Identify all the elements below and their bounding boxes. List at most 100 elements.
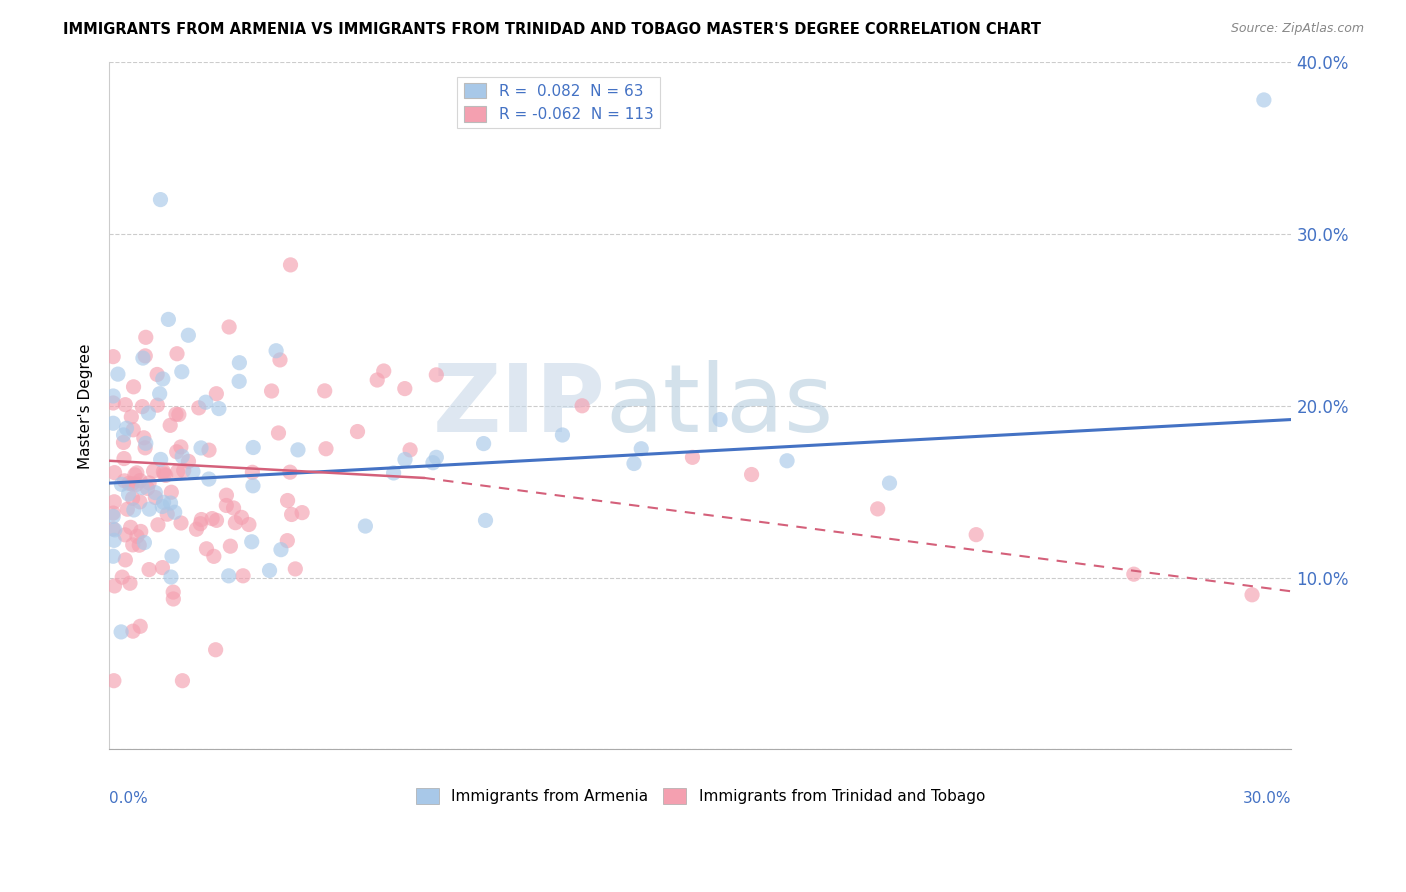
Point [399, 442, 422, 457]
Point [172, 450, 194, 464]
Point [134, 349, 156, 363]
Point [205, 513, 228, 527]
Point [143, 485, 166, 500]
Point [202, 549, 225, 564]
Point [114, 398, 136, 412]
Point [155, 468, 177, 483]
Point [776, 454, 799, 468]
Point [160, 570, 183, 584]
Point [101, 506, 124, 520]
Point [259, 564, 281, 578]
Point [114, 474, 136, 488]
Point [170, 365, 193, 379]
Point [682, 450, 704, 465]
Point [242, 441, 264, 455]
Point [879, 476, 901, 491]
Point [190, 516, 212, 531]
Point [101, 416, 124, 430]
Point [280, 508, 302, 522]
Point [232, 569, 254, 583]
Point [551, 428, 574, 442]
Point [314, 384, 336, 398]
Point [121, 538, 143, 552]
Point [284, 562, 307, 576]
Point [181, 465, 204, 479]
Point [101, 389, 124, 403]
Point [186, 522, 208, 536]
Point [103, 673, 125, 688]
Point [172, 673, 194, 688]
Point [101, 350, 124, 364]
Point [165, 407, 187, 421]
Point [346, 425, 368, 439]
Point [131, 400, 153, 414]
Point [1122, 567, 1144, 582]
Point [103, 466, 125, 480]
Point [280, 258, 302, 272]
Text: IMMIGRANTS FROM ARMENIA VS IMMIGRANTS FROM TRINIDAD AND TOBAGO MASTER'S DEGREE C: IMMIGRANTS FROM ARMENIA VS IMMIGRANTS FR… [63, 22, 1042, 37]
Point [107, 367, 129, 381]
Point [425, 368, 447, 382]
Point [115, 421, 138, 435]
Point [111, 570, 134, 584]
Point [146, 398, 169, 412]
Point [101, 549, 124, 564]
Point [150, 500, 173, 514]
Point [167, 408, 190, 422]
Point [204, 642, 226, 657]
Point [1253, 93, 1275, 107]
Point [291, 506, 314, 520]
Text: Source: ZipAtlas.com: Source: ZipAtlas.com [1230, 22, 1364, 36]
Point [160, 549, 183, 564]
Point [132, 351, 155, 365]
Point [143, 491, 166, 505]
Point [112, 428, 135, 442]
Point [163, 505, 186, 519]
Point [277, 493, 299, 508]
Point [709, 412, 731, 426]
Point [166, 465, 188, 479]
Point [190, 512, 212, 526]
Text: 30.0%: 30.0% [1243, 790, 1292, 805]
Point [287, 442, 309, 457]
Point [194, 395, 217, 409]
Point [866, 501, 889, 516]
Point [101, 509, 124, 524]
Point [118, 476, 141, 491]
Point [136, 482, 159, 496]
Point [242, 479, 264, 493]
Point [170, 440, 193, 454]
Point [131, 481, 153, 495]
Point [114, 553, 136, 567]
Legend: R =  0.082  N = 63, R = -0.062  N = 113: R = 0.082 N = 63, R = -0.062 N = 113 [457, 77, 659, 128]
Point [146, 368, 169, 382]
Point [394, 382, 416, 396]
Point [117, 487, 139, 501]
Point [270, 542, 292, 557]
Point [162, 591, 184, 606]
Text: 0.0%: 0.0% [110, 790, 148, 805]
Point [104, 523, 127, 537]
Point [190, 441, 212, 455]
Point [122, 624, 145, 639]
Point [238, 517, 260, 532]
Point [267, 425, 290, 440]
Point [166, 444, 188, 458]
Point [101, 396, 124, 410]
Point [138, 406, 160, 420]
Point [152, 465, 174, 479]
Point [160, 485, 183, 500]
Point [149, 386, 172, 401]
Text: ZIP: ZIP [433, 359, 606, 451]
Point [138, 563, 160, 577]
Point [422, 456, 444, 470]
Point [159, 496, 181, 510]
Point [630, 442, 652, 456]
Point [162, 585, 184, 599]
Point [276, 533, 298, 548]
Point [117, 502, 139, 516]
Point [122, 423, 145, 437]
Point [242, 465, 264, 479]
Point [153, 467, 176, 482]
Point [366, 373, 388, 387]
